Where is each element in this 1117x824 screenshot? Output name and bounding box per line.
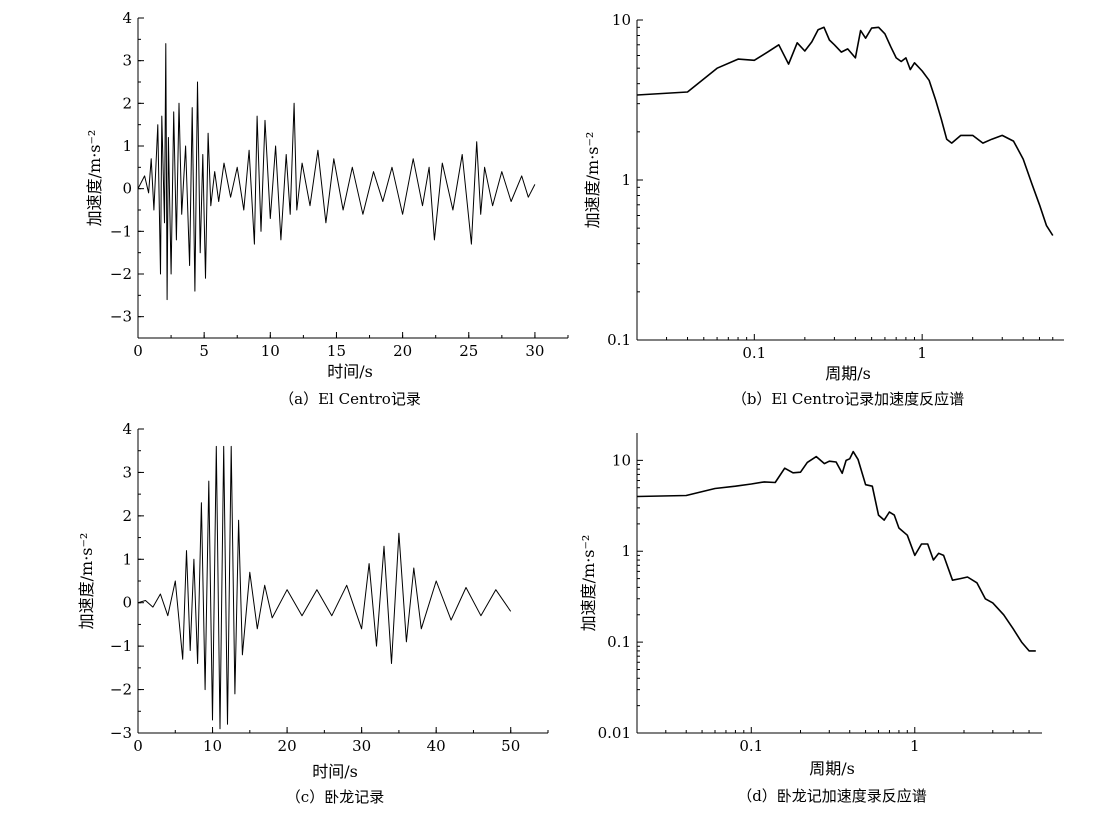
- x-tick-label: 1: [910, 737, 920, 755]
- series-line: [137, 43, 536, 301]
- y-tick-label: 10: [612, 451, 631, 469]
- y-tick-label: 0.01: [598, 724, 631, 742]
- y-tick-label: 0: [122, 594, 132, 612]
- y-tick-label: 0.1: [607, 331, 631, 349]
- x-tick-label: 20: [393, 342, 412, 360]
- y-tick-label: −1: [110, 637, 132, 655]
- x-tick-label: 30: [525, 342, 544, 360]
- y-tick-label: −3: [110, 308, 132, 326]
- y-tick-label: 1: [122, 137, 132, 155]
- y-tick-label: −2: [110, 265, 132, 283]
- x-axis-label: 时间/s: [327, 362, 373, 381]
- series-line: [137, 445, 512, 730]
- y-tick-label: 1: [621, 542, 631, 560]
- y-tick-label: 3: [122, 52, 132, 70]
- figure-caption: （d）卧龙记加速度录反应谱: [737, 787, 927, 805]
- x-tick-label: 25: [459, 342, 478, 360]
- x-axis-label: 周期/s: [825, 364, 871, 383]
- x-tick-label: 0: [133, 342, 143, 360]
- y-tick-label: 1: [621, 171, 631, 189]
- y-axis-label: 加速度/m·s⁻²: [583, 132, 602, 229]
- y-tick-label: 10: [612, 11, 631, 29]
- y-tick-label: 3: [122, 463, 132, 481]
- panel-a-time-history: 0 5 10 15 20 25 30 −3 −2 −1 0 1 2 3 4 时间/s 加速度/m·s⁻² （a）E…: [85, 9, 569, 408]
- y-tick-label: 4: [122, 9, 132, 27]
- panel-c-time-history: 0 10 20 30 40 50 −3 −2 −1 0 1 2 3 4 时间/s 加速度/m·s⁻² （c）卧龙…: [77, 420, 549, 806]
- y-tick-label: 2: [122, 507, 132, 525]
- y-axis-label: 加速度/m·s⁻²: [579, 535, 598, 632]
- figure-caption: （a）El Centro记录: [279, 390, 421, 408]
- x-tick-label: 30: [352, 737, 371, 755]
- x-tick-label: 0.1: [739, 737, 763, 755]
- x-tick-label: 0: [133, 737, 143, 755]
- x-tick-label: 5: [199, 342, 209, 360]
- x-tick-label: 15: [327, 342, 346, 360]
- y-tick-label: 1: [122, 550, 132, 568]
- y-axis-label: 加速度/m·s⁻²: [77, 533, 96, 630]
- y-tick-label: 4: [122, 420, 132, 438]
- y-tick-label: 0.1: [607, 633, 631, 651]
- x-tick-label: 10: [203, 737, 222, 755]
- x-tick-label: 50: [501, 737, 520, 755]
- x-axis-label: 时间/s: [312, 762, 358, 781]
- panel-b-response-spectrum: 0.1 1 0.1 1 10 周期/s 加速度/m·s⁻² （b）El Centro记录加速度…: [583, 11, 1064, 408]
- y-tick-label: 0: [122, 180, 132, 198]
- y-tick-label: −2: [110, 681, 132, 699]
- panel-d-response-spectrum: 0.1 1 0.01 0.1 1 10 周期/s 加速度/m·s⁻² （d）卧龙记加速度录反应谱: [579, 433, 1042, 805]
- y-tick-label: −3: [110, 724, 132, 742]
- y-tick-label: 2: [122, 94, 132, 112]
- x-axis-label: 周期/s: [809, 759, 855, 778]
- figure-caption: （c）卧龙记录: [286, 788, 384, 806]
- series-line: [636, 26, 1054, 236]
- x-tick-label: 10: [261, 342, 280, 360]
- y-tick-label: −1: [110, 222, 132, 240]
- y-axis-label: 加速度/m·s⁻²: [85, 130, 104, 227]
- series-line: [636, 450, 1036, 652]
- x-tick-label: 20: [278, 737, 297, 755]
- x-tick-label: 0.1: [742, 344, 766, 362]
- x-tick-label: 40: [427, 737, 446, 755]
- x-tick-label: 1: [917, 344, 927, 362]
- figure-caption: （b）El Centro记录加速度反应谱: [732, 390, 964, 408]
